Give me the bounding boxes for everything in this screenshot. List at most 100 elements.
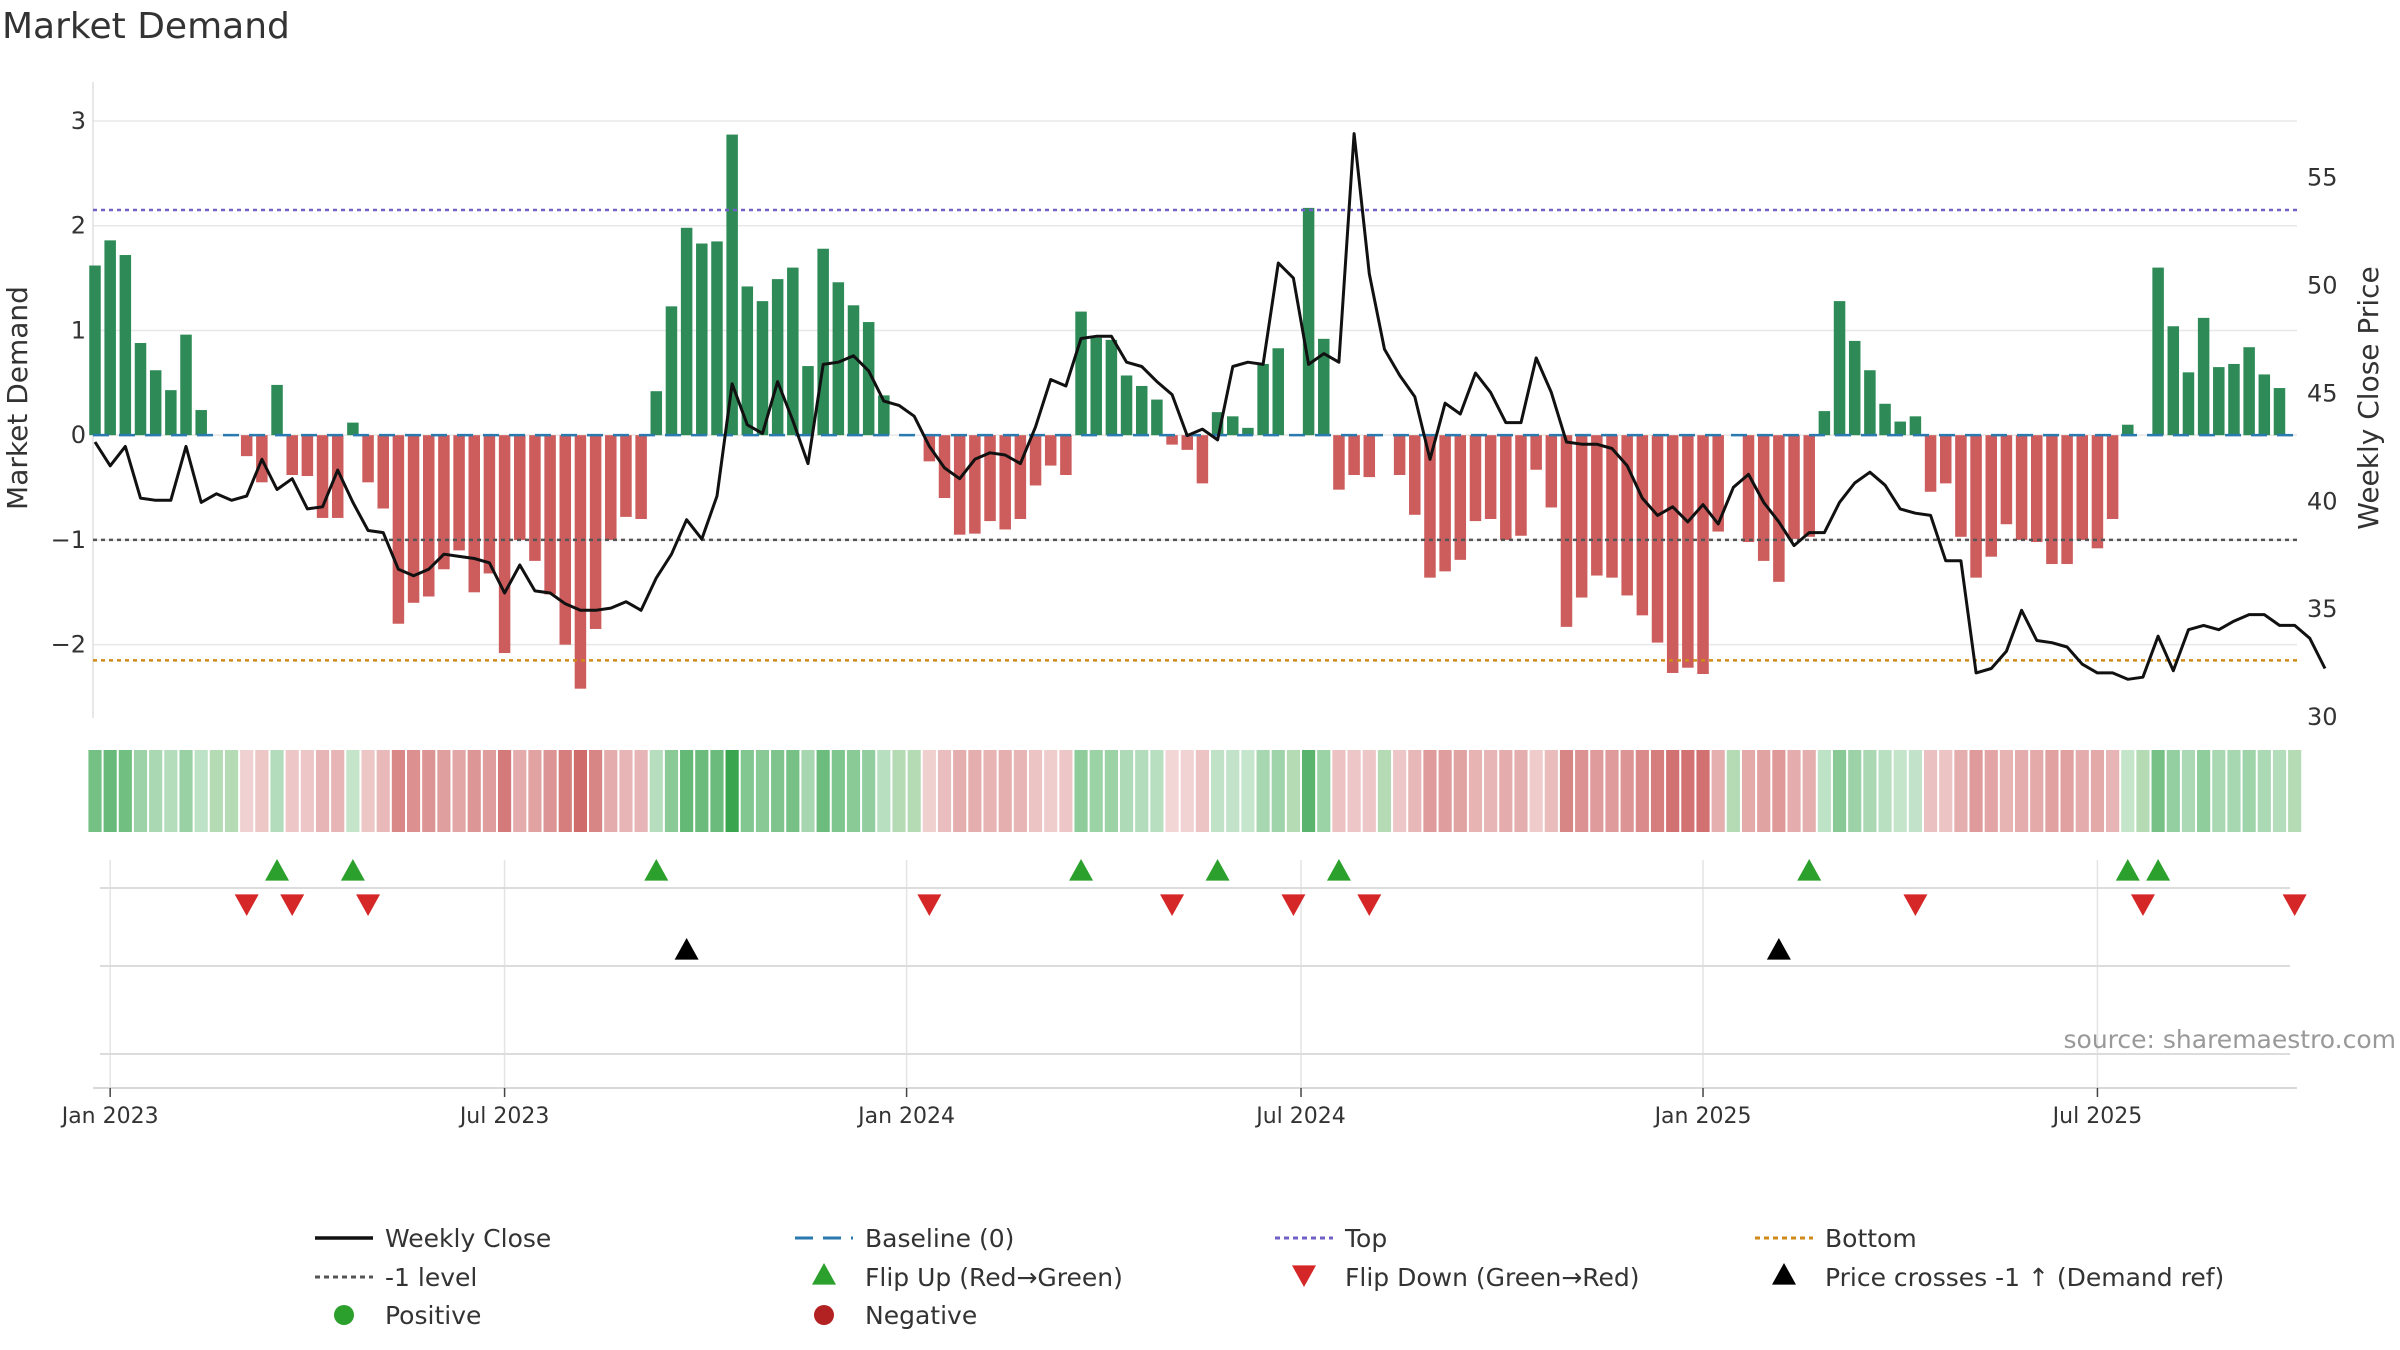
demand-bar [2167, 326, 2180, 436]
flip-down-marker [917, 894, 942, 916]
right-axis-label: Weekly Close Price [2352, 266, 2385, 529]
demand-bar [1333, 435, 1345, 490]
demand-bar [650, 391, 663, 436]
strip-cell [998, 750, 1012, 832]
strip-cell [1484, 750, 1498, 832]
flip-up-marker [2115, 859, 2140, 881]
demand-bar [589, 435, 602, 629]
strip-cell [1832, 750, 1847, 832]
strip-cell [224, 750, 239, 832]
strip-cell [1514, 750, 1528, 832]
demand-bar [2228, 363, 2240, 436]
demand-bar [240, 435, 253, 457]
strip-cell [1605, 750, 1619, 832]
strip-cell [376, 750, 390, 832]
demand-bar [1515, 435, 1527, 536]
legend-label: Baseline (0) [865, 1224, 1014, 1253]
strip-cell [528, 750, 542, 832]
strip-cell [1271, 750, 1285, 832]
flip-down-marker [356, 894, 381, 916]
legend-label: -1 level [385, 1263, 477, 1292]
demand-bar [1484, 435, 1497, 519]
right-tick-label: 50 [2307, 272, 2338, 300]
demand-bar [1272, 348, 1285, 436]
demand-bar [1044, 435, 1057, 466]
strip-cell [331, 750, 345, 832]
strip-cell [164, 750, 178, 832]
strip-cell [1757, 750, 1771, 832]
demand-bar [1075, 311, 1087, 436]
strip-cell [1802, 750, 1816, 832]
strip-cell [1180, 750, 1194, 832]
legend-label: Flip Up (Red→Green) [865, 1263, 1123, 1292]
strip-cell [346, 750, 360, 832]
demand-bar [180, 334, 192, 436]
demand-bar [498, 435, 511, 654]
left-tick-label: 1 [71, 316, 86, 344]
demand-bar [1409, 435, 1421, 515]
demand-bar [2243, 347, 2255, 436]
strip-cell [1165, 750, 1179, 832]
strip-cell [1013, 750, 1027, 832]
strip-cell [1195, 750, 1209, 832]
demand-bar [2152, 267, 2164, 436]
strip-cell [513, 750, 527, 832]
strip-cell [2166, 750, 2180, 832]
strip-cell [1954, 750, 1968, 832]
demand-bar [1469, 435, 1482, 522]
legend-swatch-triangle [1292, 1265, 1316, 1287]
flip-down-marker [2130, 894, 2155, 916]
strip-cell [255, 750, 269, 832]
demand-bar [2015, 435, 2028, 540]
demand-bar [1788, 435, 1800, 539]
demand-bar [89, 265, 101, 436]
demand-bar [2182, 372, 2195, 436]
demand-bar [756, 301, 769, 436]
demand-bar [984, 435, 996, 522]
strip-cell [2136, 750, 2150, 832]
x-tick-label: Jan 2025 [1653, 1104, 1752, 1129]
strip-cell [680, 750, 694, 832]
demand-bars [89, 134, 2286, 689]
flip-down-marker [280, 894, 305, 916]
demand-bar [2000, 435, 2013, 525]
strip-cell [2288, 750, 2302, 832]
legend-swatch-triangle [1772, 1263, 1796, 1285]
demand-bar [514, 435, 526, 540]
price-cross-markers [100, 938, 2290, 1055]
demand-bar [1560, 435, 1573, 627]
strip-cell [300, 750, 314, 832]
legend-label: Negative [865, 1301, 977, 1330]
legend-label: Top [1344, 1224, 1387, 1253]
demand-bar [1712, 435, 1724, 532]
demand-bar [1151, 399, 1163, 436]
demand-bar [1591, 435, 1603, 576]
demand-bar [1302, 207, 1315, 436]
weekly-close-line [93, 132, 2327, 681]
strip-cell [209, 750, 223, 832]
legend-swatch-triangle [812, 1263, 836, 1285]
demand-bar [1196, 435, 1209, 484]
right-tick-label: 45 [2307, 379, 2338, 407]
strip-cell [1590, 750, 1604, 832]
strip-cell [482, 750, 497, 832]
strip-cell [634, 750, 648, 832]
left-tick-label: 0 [71, 421, 86, 449]
demand-bar [2046, 435, 2058, 565]
strip-cell [1848, 750, 1862, 832]
demand-bar [574, 435, 587, 689]
strip-cell [1863, 750, 1877, 832]
demand-bar [665, 306, 678, 436]
strip-cell [1817, 750, 1831, 832]
strip-cell [1878, 750, 1892, 832]
demand-bar [1879, 403, 1891, 436]
strip-cell [2121, 750, 2135, 832]
demand-bar [1393, 435, 1406, 475]
demand-bar [271, 384, 283, 436]
strip-cell [558, 750, 572, 832]
demand-bar [802, 366, 814, 436]
demand-bar [711, 241, 723, 436]
flip-down-marker [1281, 894, 1306, 916]
strip-cell [1726, 750, 1740, 832]
